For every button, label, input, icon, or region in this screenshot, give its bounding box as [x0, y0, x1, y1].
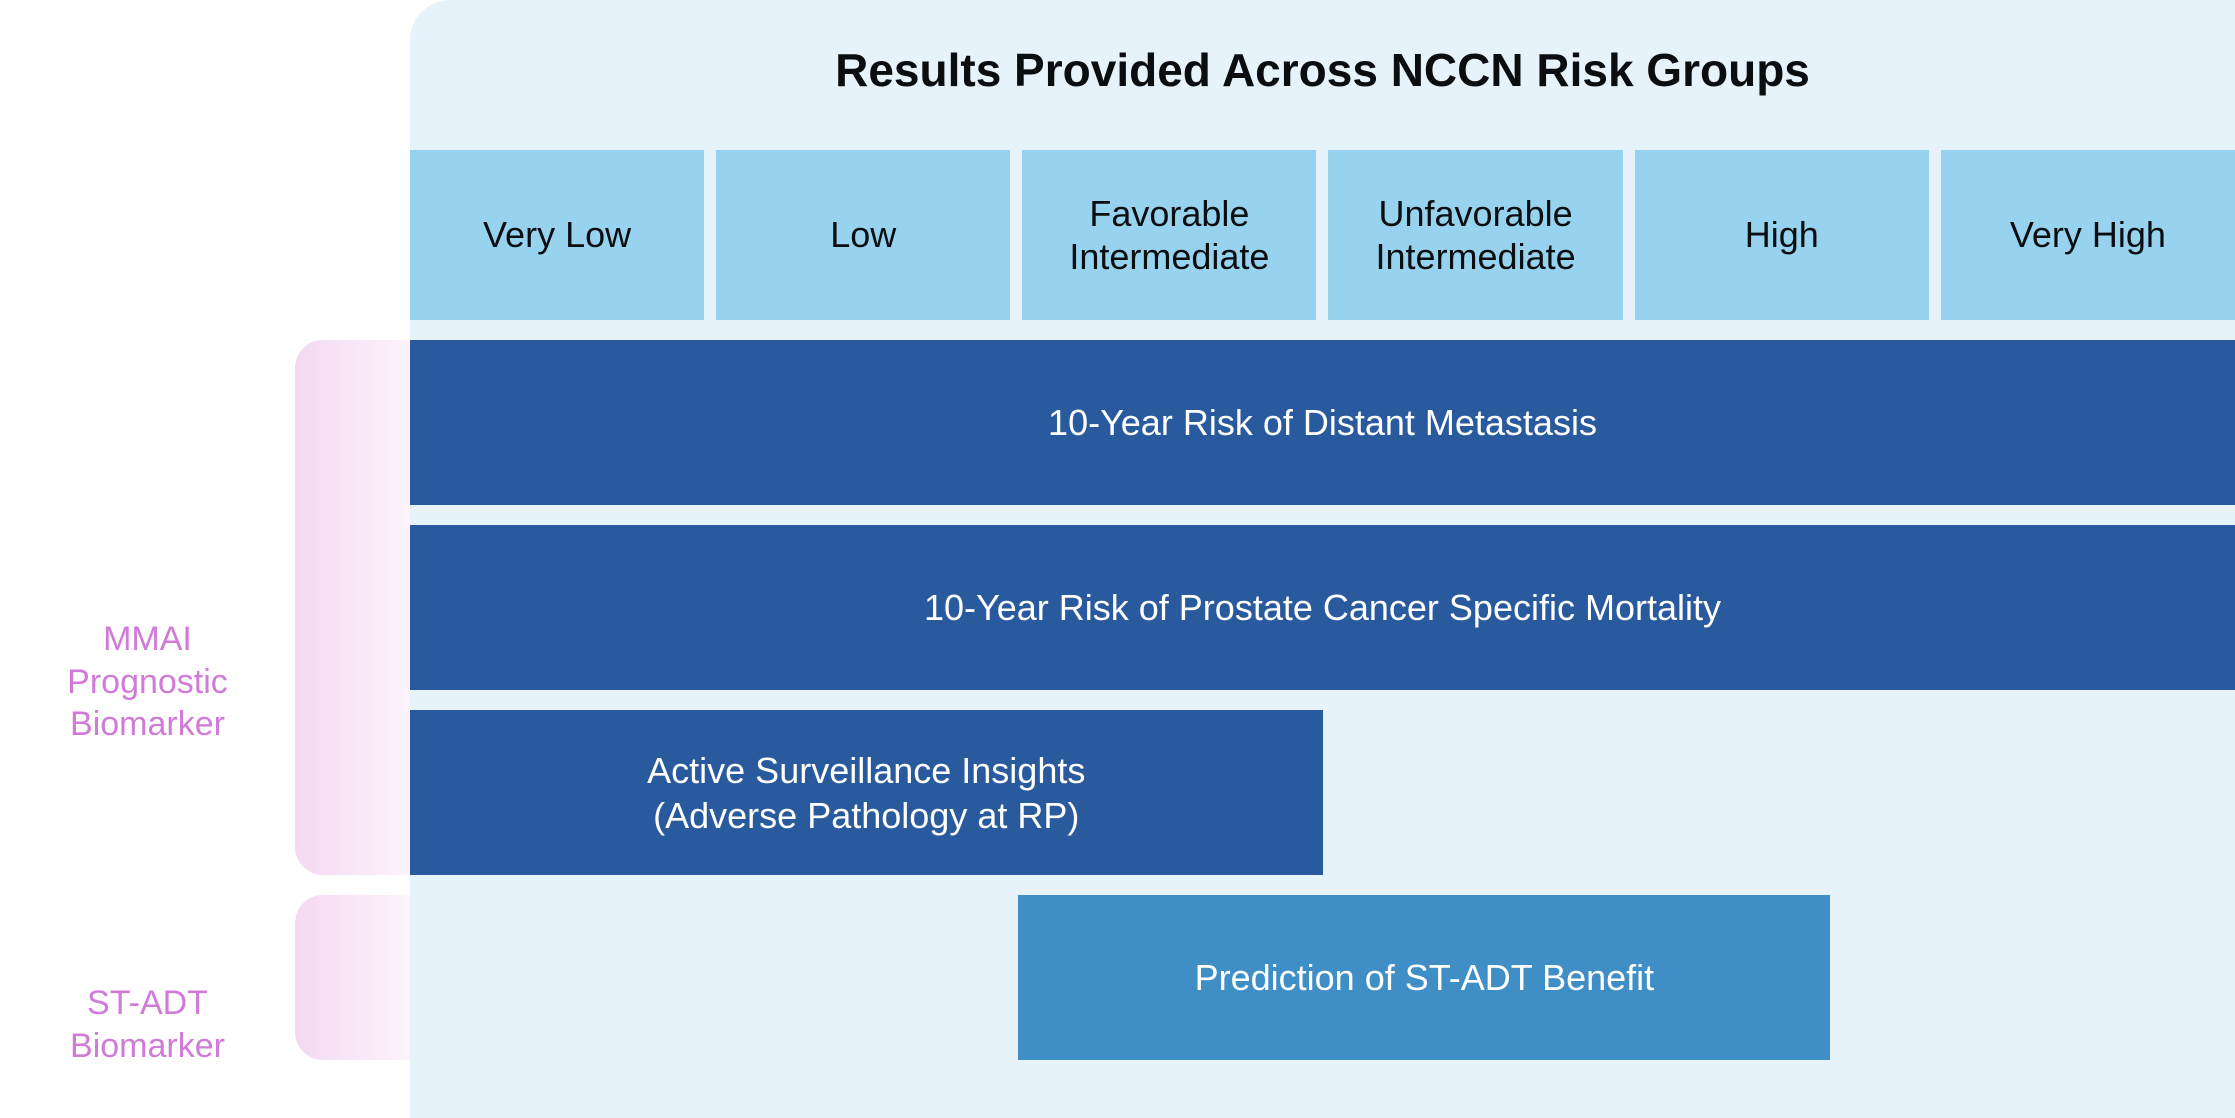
segment-label: 10-Year Risk of Distant Metastasis — [1048, 400, 1597, 445]
column-header-text: Very Low — [483, 213, 631, 256]
nccn-results-matrix: MMAI Prognostic Biomarker ST-ADT Biomark… — [0, 0, 2235, 1118]
result-row: 10-Year Risk of Distant Metastasis — [410, 340, 2235, 505]
result-segment: Prediction of ST-ADT Benefit — [1018, 895, 1830, 1060]
column-header-text: Very High — [2010, 213, 2166, 256]
result-row: 10-Year Risk of Prostate Cancer Specific… — [410, 525, 2235, 690]
result-segment: 10-Year Risk of Prostate Cancer Specific… — [410, 525, 2235, 690]
column-header: Unfavorable Intermediate — [1328, 150, 1622, 320]
panel-title: Results Provided Across NCCN Risk Groups — [410, 0, 2235, 140]
side-group-bg-mmai — [295, 340, 410, 875]
result-segment: Active Surveillance Insights(Adverse Pat… — [410, 710, 1323, 875]
side-label-line: Prognostic — [67, 663, 228, 701]
side-label-mmai: MMAI Prognostic Biomarker — [0, 618, 295, 746]
column-header-text: High — [1745, 213, 1819, 256]
result-row: Prediction of ST-ADT Benefit — [410, 895, 2235, 1060]
column-header: Very Low — [410, 150, 704, 320]
result-segment: 10-Year Risk of Distant Metastasis — [410, 340, 2235, 505]
body-rows: 10-Year Risk of Distant Metastasis 10-Yea… — [410, 340, 2235, 1118]
segment-label-line: Active Surveillance Insights — [647, 748, 1085, 793]
column-header-text: Low — [830, 213, 896, 256]
segment-label: 10-Year Risk of Prostate Cancer Specific… — [924, 585, 1721, 630]
segment-label-line: (Adverse Pathology at RP) — [647, 793, 1085, 838]
column-header: Low — [716, 150, 1010, 320]
column-header-text: Unfavorable Intermediate — [1346, 192, 1604, 278]
column-headers-row: Very Low Low Favorable Intermediate Unfavor… — [410, 150, 2235, 320]
column-header-text: Favorable Intermediate — [1040, 192, 1298, 278]
side-label-stadt: ST-ADT Biomarker — [0, 982, 295, 1067]
main-panel: Results Provided Across NCCN Risk Groups… — [410, 0, 2235, 1118]
result-row: Active Surveillance Insights(Adverse Pat… — [410, 710, 2235, 875]
side-label-line: Biomarker — [70, 705, 225, 743]
segment-label: Prediction of ST-ADT Benefit — [1195, 955, 1655, 1000]
column-header: Favorable Intermediate — [1022, 150, 1316, 320]
side-label-line: MMAI — [103, 620, 192, 658]
panel-title-text: Results Provided Across NCCN Risk Groups — [835, 43, 1810, 97]
side-group-bg-stadt — [295, 895, 410, 1060]
side-label-line: ST-ADT — [87, 984, 208, 1022]
column-header: Very High — [1941, 150, 2235, 320]
side-label-line: Biomarker — [70, 1027, 225, 1065]
column-header: High — [1635, 150, 1929, 320]
